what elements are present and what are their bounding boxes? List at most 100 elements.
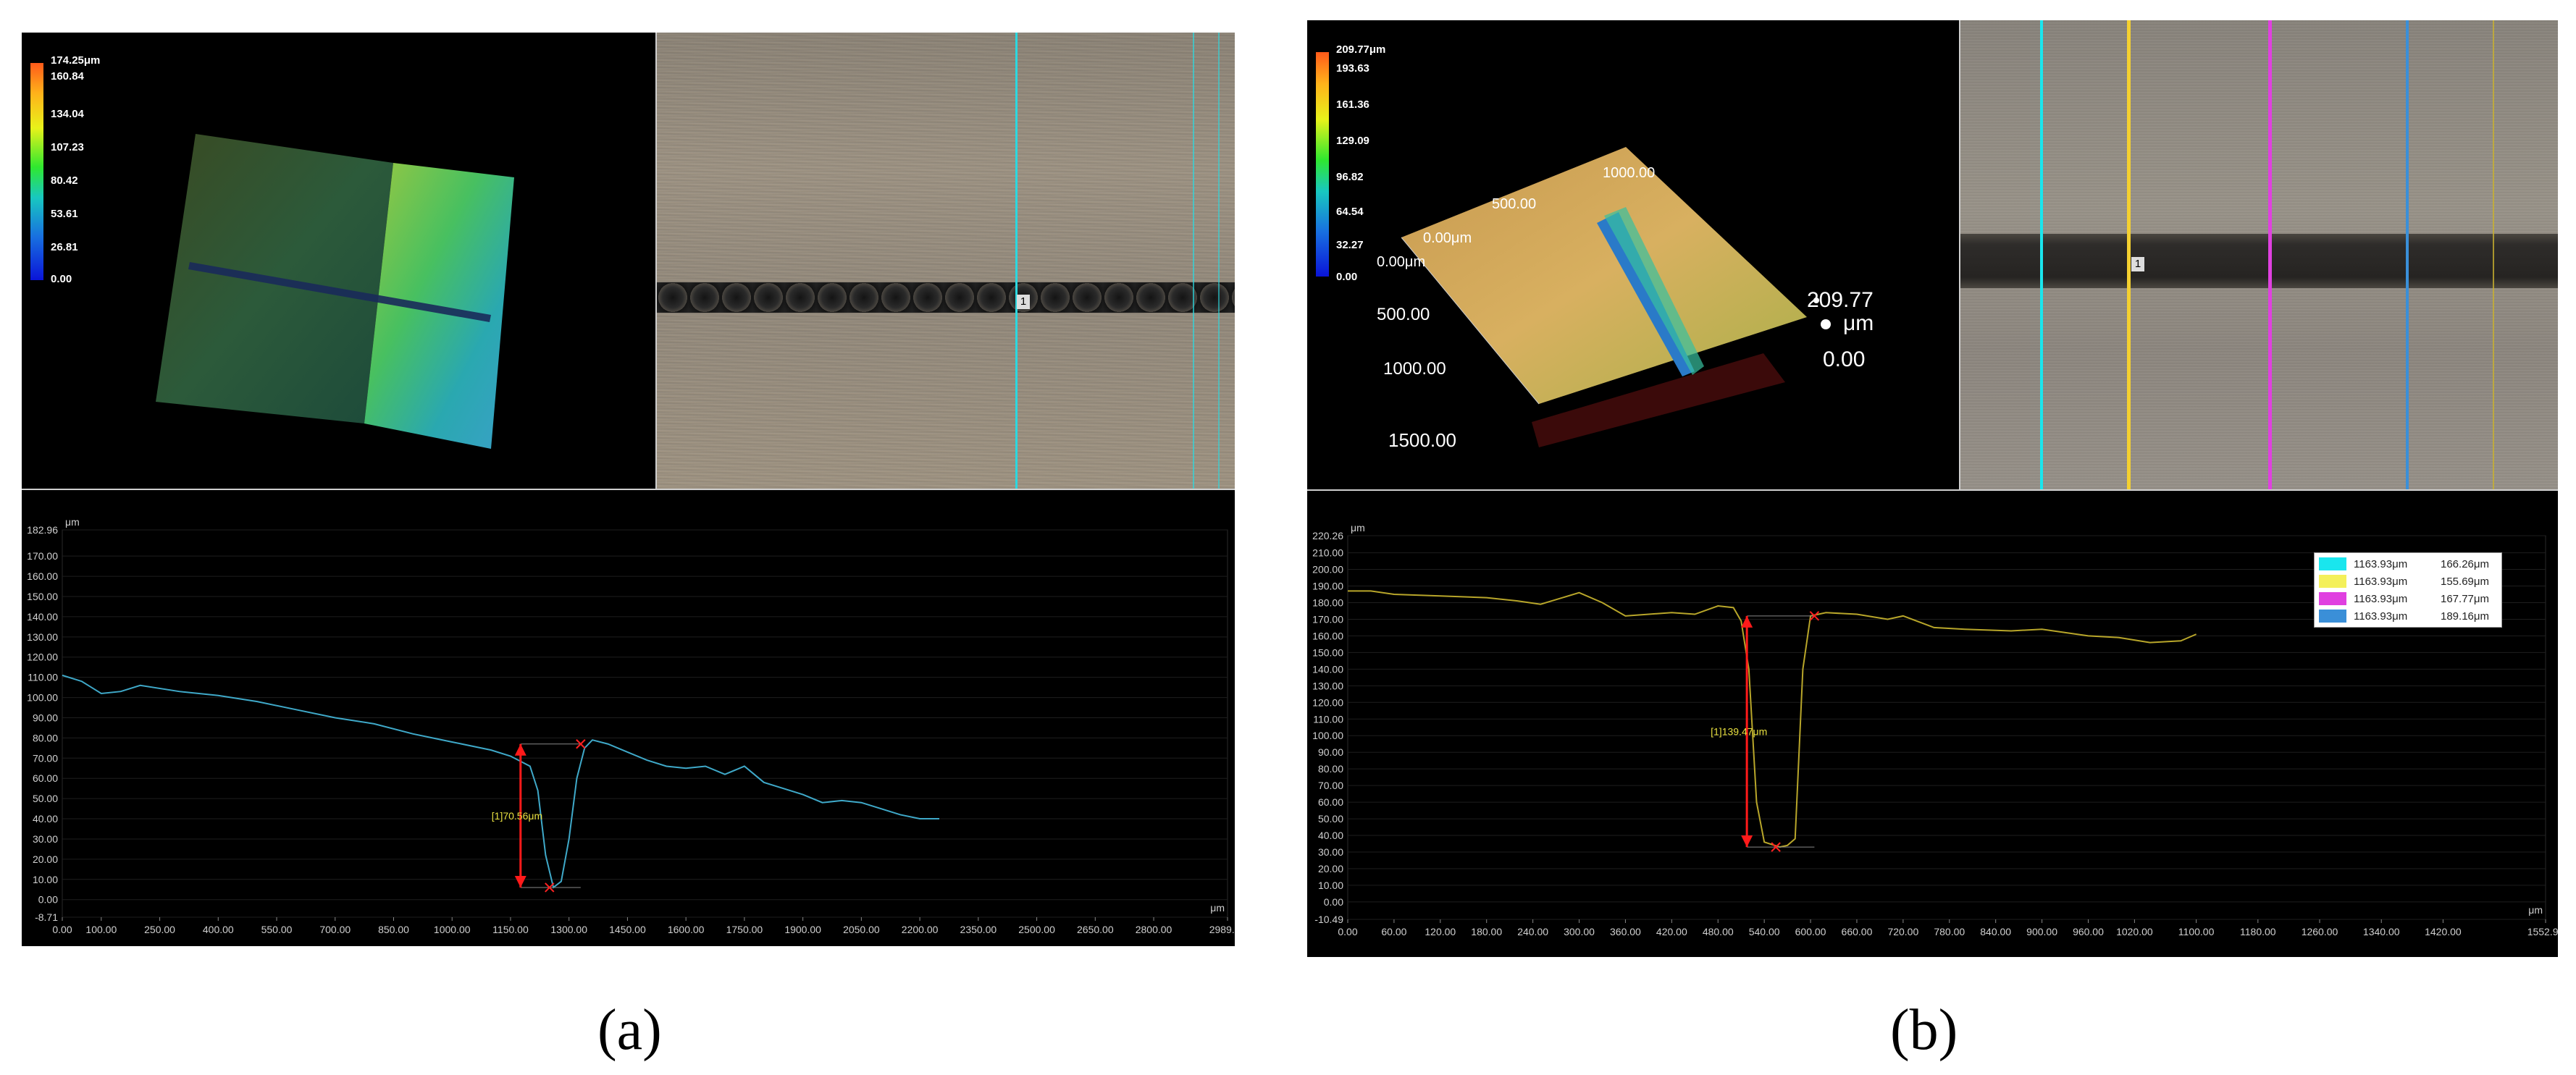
caption-b: (b) xyxy=(1890,998,1958,1062)
y-tick-label: 70.00 xyxy=(1318,780,1343,791)
colorbar-a-tick: 0.00 xyxy=(51,273,72,285)
panel-b-3d-view: 209.77μm 193.63 161.36 129.09 96.82 64.5… xyxy=(1307,20,1959,489)
colorbar-a-tick: 53.61 xyxy=(51,208,78,220)
y-tick-label: 150.00 xyxy=(27,591,58,602)
y-tick-label: 180.00 xyxy=(1312,596,1343,608)
y-tick-label: 10.00 xyxy=(1318,880,1343,891)
arrow-head xyxy=(514,875,526,888)
colorbar-a-tick: 80.42 xyxy=(51,174,78,187)
profile-series-line xyxy=(1348,590,2197,848)
profile-line-cursor xyxy=(2268,20,2272,489)
x-tick-label: 2800.00 xyxy=(1136,924,1172,935)
y-tick-label: 130.00 xyxy=(27,631,58,643)
y-tick-label: 120.00 xyxy=(27,652,58,663)
legend-y: 189.16μm xyxy=(2441,610,2490,623)
y-tick-label: 160.00 xyxy=(27,570,58,582)
y-tick-label: 182.96 xyxy=(27,524,58,536)
colorbar-a-tick: 160.84 xyxy=(51,70,84,83)
arrow-head xyxy=(514,743,526,756)
y-tick-label: 40.00 xyxy=(33,813,58,825)
legend-x: 1163.93μm xyxy=(2354,557,2408,570)
y-tick-label: 0.00 xyxy=(38,894,58,906)
legend-swatch xyxy=(2319,557,2346,570)
x-tick-label: 0.00 xyxy=(52,924,72,935)
y-tick-label: 140.00 xyxy=(1312,663,1343,675)
surface-3d-b xyxy=(1401,147,1831,447)
profile-line-cursor xyxy=(2040,20,2043,489)
colorbar-b-tick: 193.63 xyxy=(1336,62,1369,75)
y-tick-label: 200.00 xyxy=(1312,564,1343,576)
axis3d-label: 1000.00 xyxy=(1383,359,1446,379)
x-tick-label: 1300.00 xyxy=(550,924,587,935)
colorbar-b-tick: 161.36 xyxy=(1336,98,1369,111)
colorbar-b-tick: 129.09 xyxy=(1336,135,1369,147)
y-tick-label: 20.00 xyxy=(1318,863,1343,874)
y-tick-label: 110.00 xyxy=(1313,713,1343,725)
x-tick-label: 300.00 xyxy=(1564,926,1595,937)
legend-y: 167.77μm xyxy=(2441,592,2490,605)
y-tick-label: 40.00 xyxy=(1318,830,1343,841)
measure-label: [1]139.47μm xyxy=(1711,725,1767,737)
y-tick-label: 110.00 xyxy=(28,672,58,683)
panel-a-3d-view: 174.25μm 160.84 134.04 107.23 80.42 53.6… xyxy=(22,33,655,489)
colorbar-a xyxy=(30,63,43,280)
y-tick-label: 90.00 xyxy=(33,712,58,723)
y-tick-label: 60.00 xyxy=(1318,796,1343,808)
x-tick-label: 100.00 xyxy=(85,924,117,935)
x-tick-label: 1450.00 xyxy=(609,924,646,935)
x-unit-label: μm xyxy=(2528,904,2543,916)
axis-origin-dot xyxy=(1821,319,1831,329)
measure-point-marker xyxy=(1809,611,1820,621)
x-tick-label: 850.00 xyxy=(378,924,409,935)
measure-point-marker xyxy=(545,882,555,893)
axis3d-label: 1000.00 xyxy=(1603,165,1656,181)
y-tick-label: 220.26 xyxy=(1312,530,1343,541)
x-tick-label: 700.00 xyxy=(319,924,351,935)
x-tick-label: 0.00 xyxy=(1338,926,1357,937)
x-tick-label: 400.00 xyxy=(203,924,234,935)
colorbar-a-tick: 134.04 xyxy=(51,108,84,120)
colorbar-b xyxy=(1316,52,1329,277)
x-tick-label: 2200.00 xyxy=(902,924,939,935)
y-tick-label: 90.00 xyxy=(1318,746,1343,758)
legend-y: 155.69μm xyxy=(2441,575,2490,588)
colorbar-a-tick: 174.25μm xyxy=(51,54,101,67)
y-tick-label: 100.00 xyxy=(1312,730,1343,741)
x-tick-label: 1340.00 xyxy=(2363,926,2400,937)
colorbar-b-tick: 0.00 xyxy=(1336,271,1358,283)
x-tick-label: 1900.00 xyxy=(784,924,821,935)
surface-3d-plate xyxy=(1401,147,1807,404)
legend-x: 1163.93μm xyxy=(2354,610,2408,623)
y-tick-label: 50.00 xyxy=(1318,813,1343,825)
legend-y: 166.26μm xyxy=(2441,557,2490,570)
colorbar-b-tick: 32.27 xyxy=(1336,239,1364,251)
x-tick-label: 540.00 xyxy=(1749,926,1780,937)
axis3d-label: μm xyxy=(1843,311,1874,335)
y-tick-label: 150.00 xyxy=(1312,646,1343,658)
surface-groove-edge xyxy=(1604,207,1704,375)
surface-groove xyxy=(188,262,491,322)
x-tick-label: 2500.00 xyxy=(1018,924,1055,935)
axis3d-label: 0.00μm xyxy=(1423,230,1472,246)
axis3d-label: 500.00 xyxy=(1377,305,1430,324)
profile-line-cursor xyxy=(1015,33,1018,489)
x-tick-label: 1750.00 xyxy=(726,924,763,935)
axis-line xyxy=(1401,237,1540,405)
x-tick-label: 1000.00 xyxy=(434,924,471,935)
y-tick-label: 130.00 xyxy=(1312,680,1343,691)
weld-groove xyxy=(1960,234,2558,288)
x-tick-label: 1600.00 xyxy=(668,924,705,935)
x-unit-label: μm xyxy=(1210,902,1225,914)
profile-line-cursor xyxy=(2493,20,2494,489)
axis3d-label: 0.00 xyxy=(1823,347,1866,371)
surface-groove xyxy=(1597,212,1695,376)
divider xyxy=(655,33,657,489)
panel-a-micrograph: 1 xyxy=(657,33,1235,489)
colorbar-a-tick: 107.23 xyxy=(51,141,84,153)
divider xyxy=(1307,489,2558,491)
y-tick-label: 160.00 xyxy=(1312,630,1343,641)
x-tick-label: 2650.00 xyxy=(1077,924,1114,935)
x-tick-label: 480.00 xyxy=(1703,926,1734,937)
legend-x: 1163.93μm xyxy=(2354,592,2408,605)
y-tick-label: 190.00 xyxy=(1312,581,1343,592)
